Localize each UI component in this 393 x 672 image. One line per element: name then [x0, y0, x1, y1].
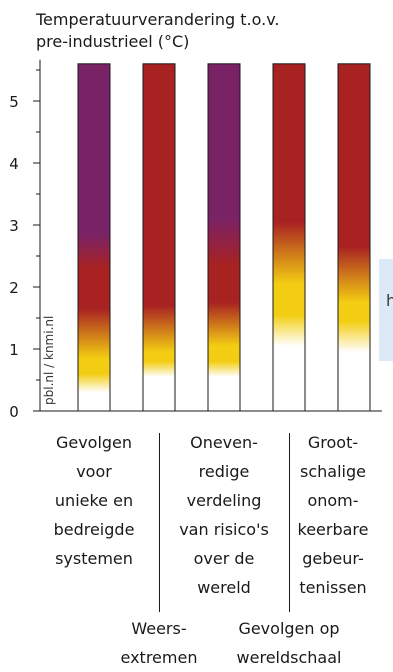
category-label-line: over de — [193, 549, 255, 568]
category-label-line: schalige — [300, 462, 366, 481]
category-label-1: Gevolgen voor unieke en bedreigde systemen — [34, 428, 154, 573]
category-label-line: redige — [198, 462, 250, 481]
bar-4 — [272, 63, 306, 412]
category-label-line: van risico's — [179, 520, 269, 539]
chart-title-line-2: pre-industrieel (°C) — [36, 32, 190, 51]
category-label-line: tenissen — [299, 578, 367, 597]
chart-title-line-1: Temperatuurverandering t.o.v. — [36, 10, 280, 29]
y-tick-label: 2 — [9, 279, 19, 297]
y-tick-label: 5 — [9, 93, 19, 111]
bar-1 — [77, 63, 111, 412]
category-label-line: keerbare — [297, 520, 369, 539]
category-label-line: unieke en — [54, 491, 134, 510]
y-tick-label: 1 — [9, 341, 19, 359]
category-label-line: Oneven- — [190, 433, 258, 452]
category-label-5: Groot-schalige onom-keerbare gebeur-teniss… — [273, 428, 393, 602]
category-label-line: gebeur- — [302, 549, 364, 568]
category-label-line: wereldschaal — [236, 648, 342, 667]
bars-group — [77, 63, 371, 412]
category-separator — [159, 433, 160, 612]
category-label-line: voor — [76, 462, 112, 481]
bar-5 — [337, 63, 371, 412]
y-tick-label: 4 — [9, 155, 19, 173]
tooltip-text: h — [386, 291, 393, 310]
category-label-line: verdeling — [186, 491, 262, 510]
category-label-line: wereld — [197, 578, 251, 597]
category-label-line: systemen — [55, 549, 133, 568]
category-label-line: onom- — [307, 491, 359, 510]
y-tick-label: 0 — [9, 403, 19, 420]
category-label-line: extremen — [120, 648, 198, 667]
category-label-line: Gevolgen — [55, 433, 133, 452]
chart-plot: 0 1 2 3 4 5 pbl.nl / knmi.nl — [9, 59, 382, 420]
y-tick-label: 3 — [9, 217, 19, 235]
source-label: pbl.nl / knmi.nl — [42, 316, 56, 405]
category-label-2: Weers-extremen — [99, 614, 219, 672]
bar-2 — [142, 63, 176, 412]
y-axis: 0 1 2 3 4 5 — [9, 59, 382, 420]
category-label-3: Oneven-redige verdeling van risico's over d… — [164, 428, 284, 602]
tooltip-overlay: h — [379, 259, 393, 361]
category-label-4: Gevolgen op wereldschaal — [229, 614, 349, 672]
chart-title: Temperatuurverandering t.o.v. pre-indust… — [36, 9, 280, 53]
category-label-line: bedreigde — [53, 520, 135, 539]
bar-3 — [207, 63, 241, 412]
category-separator — [289, 433, 290, 612]
category-label-line: Gevolgen op — [238, 619, 340, 638]
category-label-line: Weers- — [131, 619, 187, 638]
category-label-line: Groot- — [307, 433, 359, 452]
